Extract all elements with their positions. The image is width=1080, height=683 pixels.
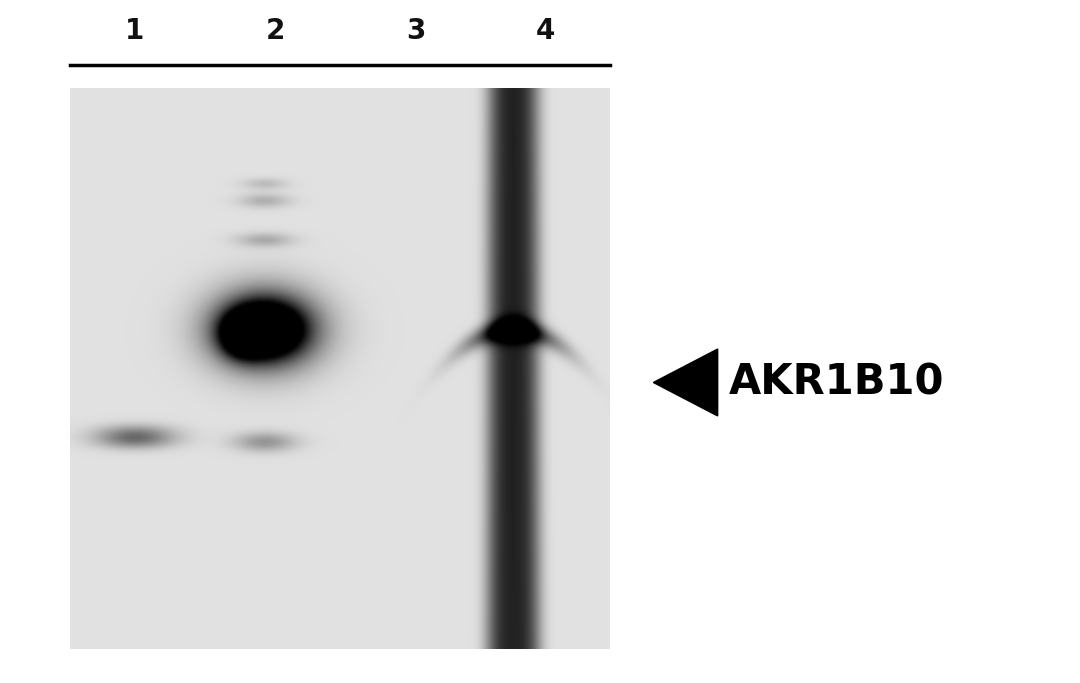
Polygon shape xyxy=(653,349,717,416)
Text: 2: 2 xyxy=(266,17,285,44)
Text: 3: 3 xyxy=(406,17,426,44)
Text: AKR1B10: AKR1B10 xyxy=(729,361,945,404)
Text: 1: 1 xyxy=(125,17,145,44)
Text: 4: 4 xyxy=(536,17,555,44)
